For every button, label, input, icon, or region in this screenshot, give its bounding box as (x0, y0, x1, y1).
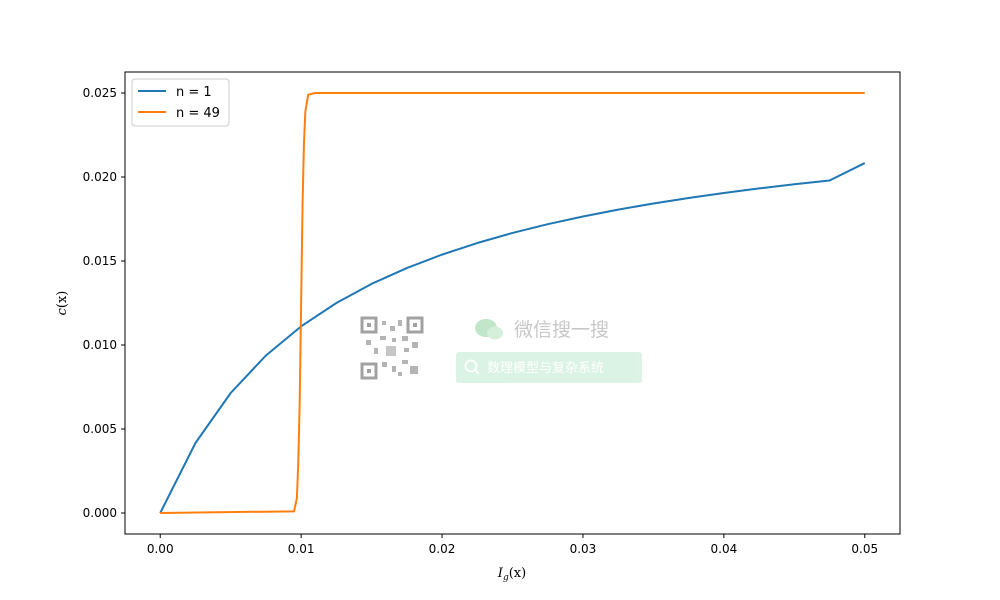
y-tick-label: 0.015 (83, 254, 117, 268)
x-tick-label: 0.03 (570, 542, 597, 556)
y-tick-label: 0.000 (83, 506, 117, 520)
series-line-n49 (160, 92, 865, 514)
x-tick-label: 0.04 (711, 542, 738, 556)
series-lines (159, 92, 866, 514)
qr-code-icon (360, 316, 424, 380)
y-axis-label-arg: (x) (55, 291, 70, 308)
legend-label-n49: n = 49 (176, 106, 220, 121)
search-icon (464, 359, 480, 375)
x-axis-ticks: 0.00 0.01 0.02 0.03 0.04 0.05 (147, 534, 878, 556)
series-line-n1 (159, 162, 866, 514)
y-axis-ticks: 0.000 0.005 0.010 0.015 0.020 0.025 (83, 86, 125, 520)
x-tick-label: 0.05 (851, 542, 878, 556)
y-axis-label: c(x) (55, 291, 70, 316)
watermark-title: 微信搜一搜 (514, 319, 609, 341)
y-axis-label-main: c (55, 307, 70, 315)
x-tick-label: 0.02 (429, 542, 456, 556)
watermark-search-badge (456, 352, 642, 383)
x-axis-label: Ig(x) (497, 566, 526, 583)
watermark: 微信搜一搜 数理模型与复杂系统 (360, 316, 642, 383)
y-tick-label: 0.010 (83, 338, 117, 352)
y-tick-label: 0.005 (83, 422, 117, 436)
plot-area (124, 71, 901, 535)
y-tick-label: 0.025 (83, 86, 117, 100)
y-tick-label: 0.020 (83, 170, 117, 184)
wechat-icon (475, 319, 503, 340)
watermark-search-text: 数理模型与复杂系统 (487, 361, 604, 376)
x-axis-label-main: I (497, 566, 504, 581)
legend-label-n1: n = 1 (176, 85, 212, 100)
x-axis-label-arg: (x) (509, 566, 526, 581)
x-tick-label: 0.00 (147, 542, 174, 556)
x-tick-label: 0.01 (288, 542, 315, 556)
legend: n = 1 n = 49 (131, 78, 230, 127)
x-axis-label-sub: g (503, 573, 509, 583)
